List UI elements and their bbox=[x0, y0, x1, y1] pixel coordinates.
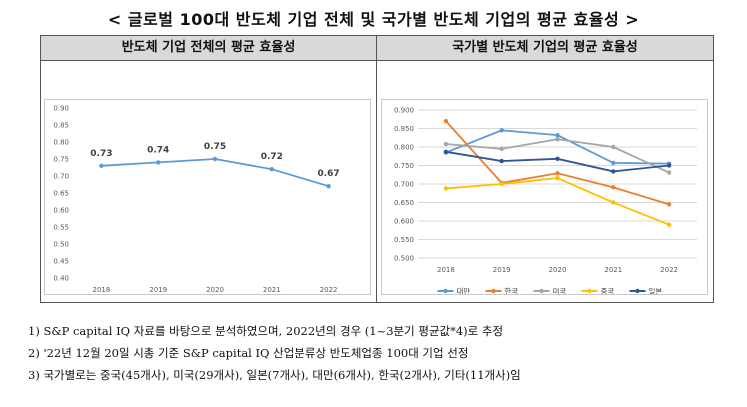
y-tick-label: 0.900 bbox=[394, 107, 414, 115]
data-point bbox=[555, 156, 560, 162]
legend-marker bbox=[587, 288, 592, 294]
country-efficiency-chart: 0.500 0.550 0.600 0.650 0.700 0.750 0.800 0.850… bbox=[394, 107, 697, 296]
overall-efficiency-chart: 0.40 0.45 0.50 0.55 0.60 0.65 0.70 0.75 0.80 0.85… bbox=[53, 105, 339, 295]
y-tick-label: 0.60 bbox=[53, 207, 69, 215]
y-tick-label: 0.70 bbox=[53, 173, 69, 181]
y-tick-label: 0.700 bbox=[394, 181, 414, 189]
x-tick-label: 2018 bbox=[92, 286, 110, 294]
series-line bbox=[445, 138, 670, 174]
data-point bbox=[611, 200, 616, 205]
data-point bbox=[611, 160, 616, 166]
overall-panel: 반도체 기업 전체의 평균 효율성 0.40 0.45 0.50 0.55 0.60 0.… bbox=[41, 36, 377, 302]
y-tick-label: 0.85 bbox=[53, 122, 69, 130]
legend-label: 미국 bbox=[553, 287, 567, 294]
data-point bbox=[555, 171, 560, 176]
x-tick-label: 2021 bbox=[604, 266, 622, 274]
data-point bbox=[99, 163, 104, 168]
y-tick-label: 0.500 bbox=[394, 255, 414, 263]
charts-table: 반도체 기업 전체의 평균 효율성 0.40 0.45 0.50 0.55 0.60 0.… bbox=[40, 35, 714, 303]
y-tick-label: 0.800 bbox=[394, 144, 414, 152]
data-point bbox=[443, 186, 449, 191]
footnote: 2) '22년 12월 20일 시총 기준 S&P capital IQ 산업분… bbox=[28, 346, 469, 360]
y-tick-label: 0.40 bbox=[53, 275, 69, 283]
y-tick-label: 0.75 bbox=[53, 156, 69, 164]
overall-chart-title: 반도체 기업 전체의 평균 효율성 bbox=[41, 36, 376, 61]
legend-label: 대만 bbox=[457, 287, 471, 294]
series-line bbox=[445, 177, 670, 226]
data-point bbox=[156, 160, 161, 165]
y-tick-label: 0.750 bbox=[394, 162, 414, 170]
data-point bbox=[499, 181, 504, 187]
y-tick-label: 0.850 bbox=[394, 125, 414, 133]
y-tick-label: 0.50 bbox=[53, 241, 69, 249]
data-point bbox=[611, 169, 616, 174]
data-point bbox=[666, 222, 672, 227]
legend-marker bbox=[635, 288, 640, 294]
series-line bbox=[101, 158, 329, 188]
data-point bbox=[443, 118, 449, 124]
data-point bbox=[611, 185, 616, 190]
y-tick-label: 0.90 bbox=[53, 105, 69, 113]
legend-marker bbox=[443, 288, 448, 294]
y-tick-label: 0.550 bbox=[394, 236, 414, 244]
legend-label: 일본 bbox=[649, 287, 663, 294]
page-title: < 글로벌 100대 반도체 기업 전체 및 국가별 반도체 기업의 평균 효율… bbox=[107, 10, 640, 29]
data-point bbox=[443, 141, 449, 147]
data-point bbox=[212, 156, 218, 162]
x-tick-label: 2020 bbox=[549, 266, 567, 274]
series-line bbox=[445, 150, 670, 173]
data-point bbox=[269, 167, 274, 172]
data-point bbox=[555, 175, 560, 181]
data-point bbox=[499, 146, 504, 152]
data-label: 0.72 bbox=[261, 152, 283, 162]
data-point bbox=[666, 202, 672, 207]
y-tick-label: 0.65 bbox=[53, 190, 69, 198]
data-point bbox=[499, 158, 504, 164]
y-tick-label: 0.45 bbox=[53, 258, 69, 266]
footnote: 3) 국가별로는 중국(45개사), 미국(29개사), 일본(7개사), 대만… bbox=[28, 368, 521, 382]
footnotes: 1) S&P capital IQ 자료를 바탕으로 분석하였으며, 2022년… bbox=[28, 320, 728, 386]
x-tick-label: 2022 bbox=[320, 286, 338, 294]
y-tick-label: 0.55 bbox=[53, 224, 69, 232]
footnote: 1) S&P capital IQ 자료를 바탕으로 분석하였으며, 2022년… bbox=[28, 324, 504, 338]
x-tick-label: 2019 bbox=[493, 266, 511, 274]
y-tick-label: 0.80 bbox=[53, 139, 69, 147]
data-point bbox=[666, 163, 672, 168]
legend-marker bbox=[491, 288, 496, 294]
data-point bbox=[666, 170, 672, 175]
x-tick-label: 2019 bbox=[149, 286, 167, 294]
data-label: 0.75 bbox=[204, 142, 226, 152]
country-chart-title: 국가별 반도체 기업의 평균 효율성 bbox=[377, 36, 713, 61]
legend-marker bbox=[539, 288, 544, 294]
country-panel: 국가별 반도체 기업의 평균 효율성 0.500 0.550 0.600 0.650 0… bbox=[377, 36, 713, 302]
legend-label: 한국 bbox=[505, 287, 519, 294]
legend-label: 중국 bbox=[601, 287, 615, 294]
data-label: 0.74 bbox=[147, 145, 169, 155]
y-tick-label: 0.650 bbox=[394, 199, 414, 207]
overall-chart-frame: 0.40 0.45 0.50 0.55 0.60 0.65 0.70 0.75 0.80 0.85… bbox=[44, 99, 371, 295]
data-label: 0.67 bbox=[317, 169, 339, 179]
data-point bbox=[326, 184, 331, 189]
data-point bbox=[611, 144, 616, 150]
data-point bbox=[443, 149, 449, 155]
y-tick-label: 0.600 bbox=[394, 218, 414, 226]
country-chart-frame: 0.500 0.550 0.600 0.650 0.700 0.750 0.800 0.850… bbox=[381, 99, 708, 296]
x-tick-label: 2021 bbox=[263, 286, 281, 294]
data-point bbox=[555, 132, 560, 138]
x-tick-label: 2018 bbox=[437, 266, 455, 274]
x-tick-label: 2020 bbox=[206, 286, 224, 294]
data-label: 0.73 bbox=[90, 149, 112, 159]
data-point bbox=[499, 128, 504, 133]
x-tick-label: 2022 bbox=[660, 266, 678, 274]
data-point bbox=[555, 137, 560, 142]
